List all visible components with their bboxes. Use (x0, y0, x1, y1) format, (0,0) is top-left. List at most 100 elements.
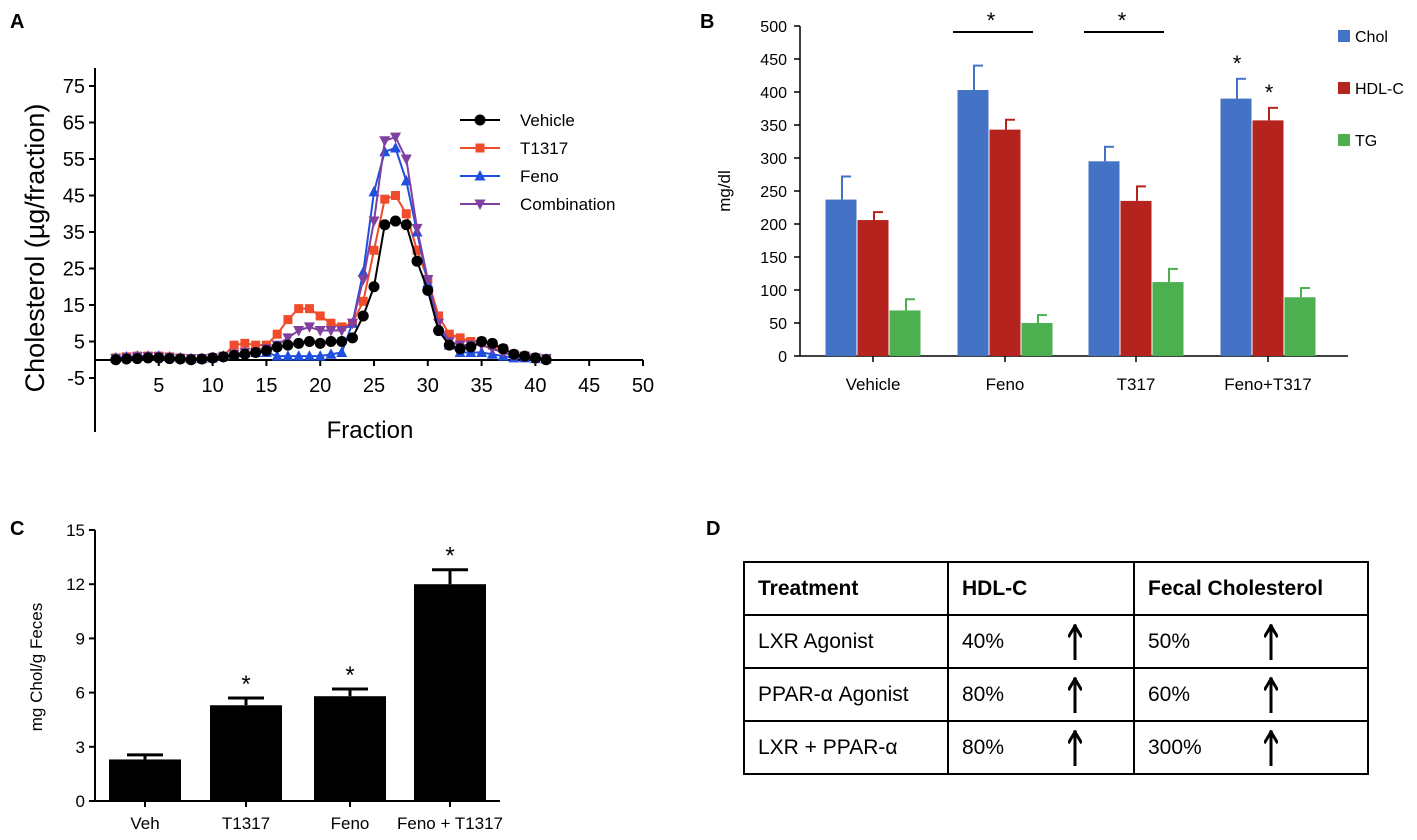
chart-a-point (196, 353, 208, 365)
chart-a-point (314, 350, 326, 361)
chart-b-bar-chol (825, 199, 857, 356)
up-arrow-icon (1264, 729, 1278, 766)
chart-b-significance-star: * (1233, 51, 1242, 76)
chart-a-point (412, 245, 422, 255)
chart-c-y-tick-label: 15 (66, 521, 85, 540)
table-header-cell: HDL-C (947, 561, 1135, 616)
chart-c-bar (109, 759, 181, 801)
up-arrow-icon (1068, 729, 1082, 766)
chart-a-point (369, 245, 379, 255)
hdl-cell: 40% (947, 614, 1135, 669)
chart-b-legend-label: Chol (1355, 29, 1388, 46)
chart-a-point (336, 326, 348, 337)
chart-b-bar-tg (1284, 297, 1316, 356)
chart-a-point (217, 351, 229, 363)
chart-c-x-tick-label: Feno (331, 814, 370, 833)
chart-b-y-tick-label: 300 (760, 151, 787, 168)
chart-b-bar-tg (889, 310, 921, 356)
chart-c-y-tick-label: 9 (76, 629, 85, 648)
chart-b-legend-label: TG (1355, 133, 1377, 150)
chart-b-legend-label: HDL-C (1355, 81, 1404, 98)
chart-a-point (239, 348, 251, 360)
chart-c-y-tick-label: 12 (66, 575, 85, 594)
chart-a-point (368, 216, 380, 228)
chart-c-significance-star: * (445, 543, 454, 570)
chart-a-point (314, 337, 326, 349)
chart-b-y-tick-label: 50 (769, 316, 787, 333)
up-arrow-icon (1068, 676, 1082, 713)
chart-a-point (250, 346, 262, 358)
chart-a-y-tick-label: 35 (63, 222, 85, 244)
chart-a-series-combination (110, 132, 552, 365)
chart-a-point (455, 333, 465, 343)
chart-a-legend-marker (475, 143, 485, 153)
chart-c-x-tick-label: Veh (130, 814, 159, 833)
chart-a-xlabel: Fraction (327, 417, 414, 444)
chart-a-point (368, 281, 380, 293)
chart-a-y-tick-label: 5 (74, 332, 85, 354)
chart-b-y-tick-label: 250 (760, 184, 787, 201)
chart-a-point (390, 215, 402, 227)
chart-c-x-tick-label: Feno + T1317 (397, 814, 503, 833)
chart-a-point (390, 132, 402, 144)
chart-b-bar-hdl-c (857, 220, 889, 356)
chart-b-ylabel: mg/dl (715, 170, 734, 212)
chart-a-point (508, 348, 520, 360)
summary-table: Treatment HDL-C Fecal Cholesterol LXR Ag… (743, 561, 1369, 775)
chart-a-x-tick-label: 15 (255, 375, 277, 397)
chart-b-y-tick-label: 200 (760, 217, 787, 234)
chart-a-legend-label: Vehicle (520, 111, 575, 130)
chart-c-significance-star: * (241, 671, 250, 698)
chart-a-point (486, 337, 498, 349)
chart-a-point (379, 219, 391, 231)
chart-a-x-tick-label: 20 (309, 375, 331, 397)
chart-a-point (401, 209, 411, 219)
chart-a-point (379, 136, 391, 147)
chart-b-y-tick-label: 100 (760, 283, 787, 300)
chart-b-x-tick-label: Feno (986, 375, 1025, 394)
chart-a-point (346, 318, 358, 330)
chart-a-point (185, 354, 197, 366)
chart-a-point (433, 325, 445, 337)
chart-b-y-tick-label: 150 (760, 250, 787, 267)
chart-b-bar-hdl-c (1120, 200, 1152, 356)
panel-label-c: C (10, 518, 24, 540)
chart-a-point (303, 336, 315, 347)
chart-a-point (444, 329, 454, 339)
chart-a-x-tick-label: 35 (470, 375, 492, 397)
chart-c-bar (210, 705, 282, 801)
chart-a-point (465, 341, 477, 353)
chart-a-point (379, 145, 391, 157)
chart-a-point (251, 340, 261, 350)
chart-b-significance-star: * (1265, 80, 1274, 105)
fecal-value: 50% (1148, 629, 1191, 653)
chart-c-y-tick-label: 0 (76, 792, 85, 811)
chart-a-point (303, 350, 315, 361)
chart-a-point (497, 343, 509, 355)
up-arrow-icon (1068, 623, 1082, 660)
hdl-value: 80% (962, 735, 1005, 759)
chart-a-point (282, 339, 294, 351)
hdl-value: 40% (962, 629, 1005, 653)
chart-a-point (228, 349, 240, 361)
chart-a-point (454, 343, 466, 355)
chart-c-y-tick-label: 6 (76, 684, 85, 703)
chart-a-x-tick-label: 50 (632, 375, 654, 397)
chart-a-point (315, 311, 325, 321)
chart-a-y-tick-label: 75 (63, 76, 85, 98)
table-header-cell: Fecal Cholesterol (1133, 561, 1369, 616)
chart-b-significance-star: * (987, 8, 996, 33)
chart-a-y-tick-label: 55 (63, 149, 85, 171)
up-arrow-icon (1264, 623, 1278, 660)
chart-c-ylabel: mg Chol/g Feces (27, 603, 46, 732)
chart-a-point (443, 339, 455, 351)
chart-a-point (240, 338, 250, 348)
up-arrow-icon (1264, 676, 1278, 713)
chart-a-legend-label: Feno (520, 167, 559, 186)
chart-b-bar-tg (1152, 282, 1184, 356)
chart-a-point (271, 350, 283, 361)
chart-b-bar-chol (1088, 161, 1120, 356)
chart-a-point (282, 333, 294, 344)
chart-a-legend-marker (474, 114, 486, 126)
